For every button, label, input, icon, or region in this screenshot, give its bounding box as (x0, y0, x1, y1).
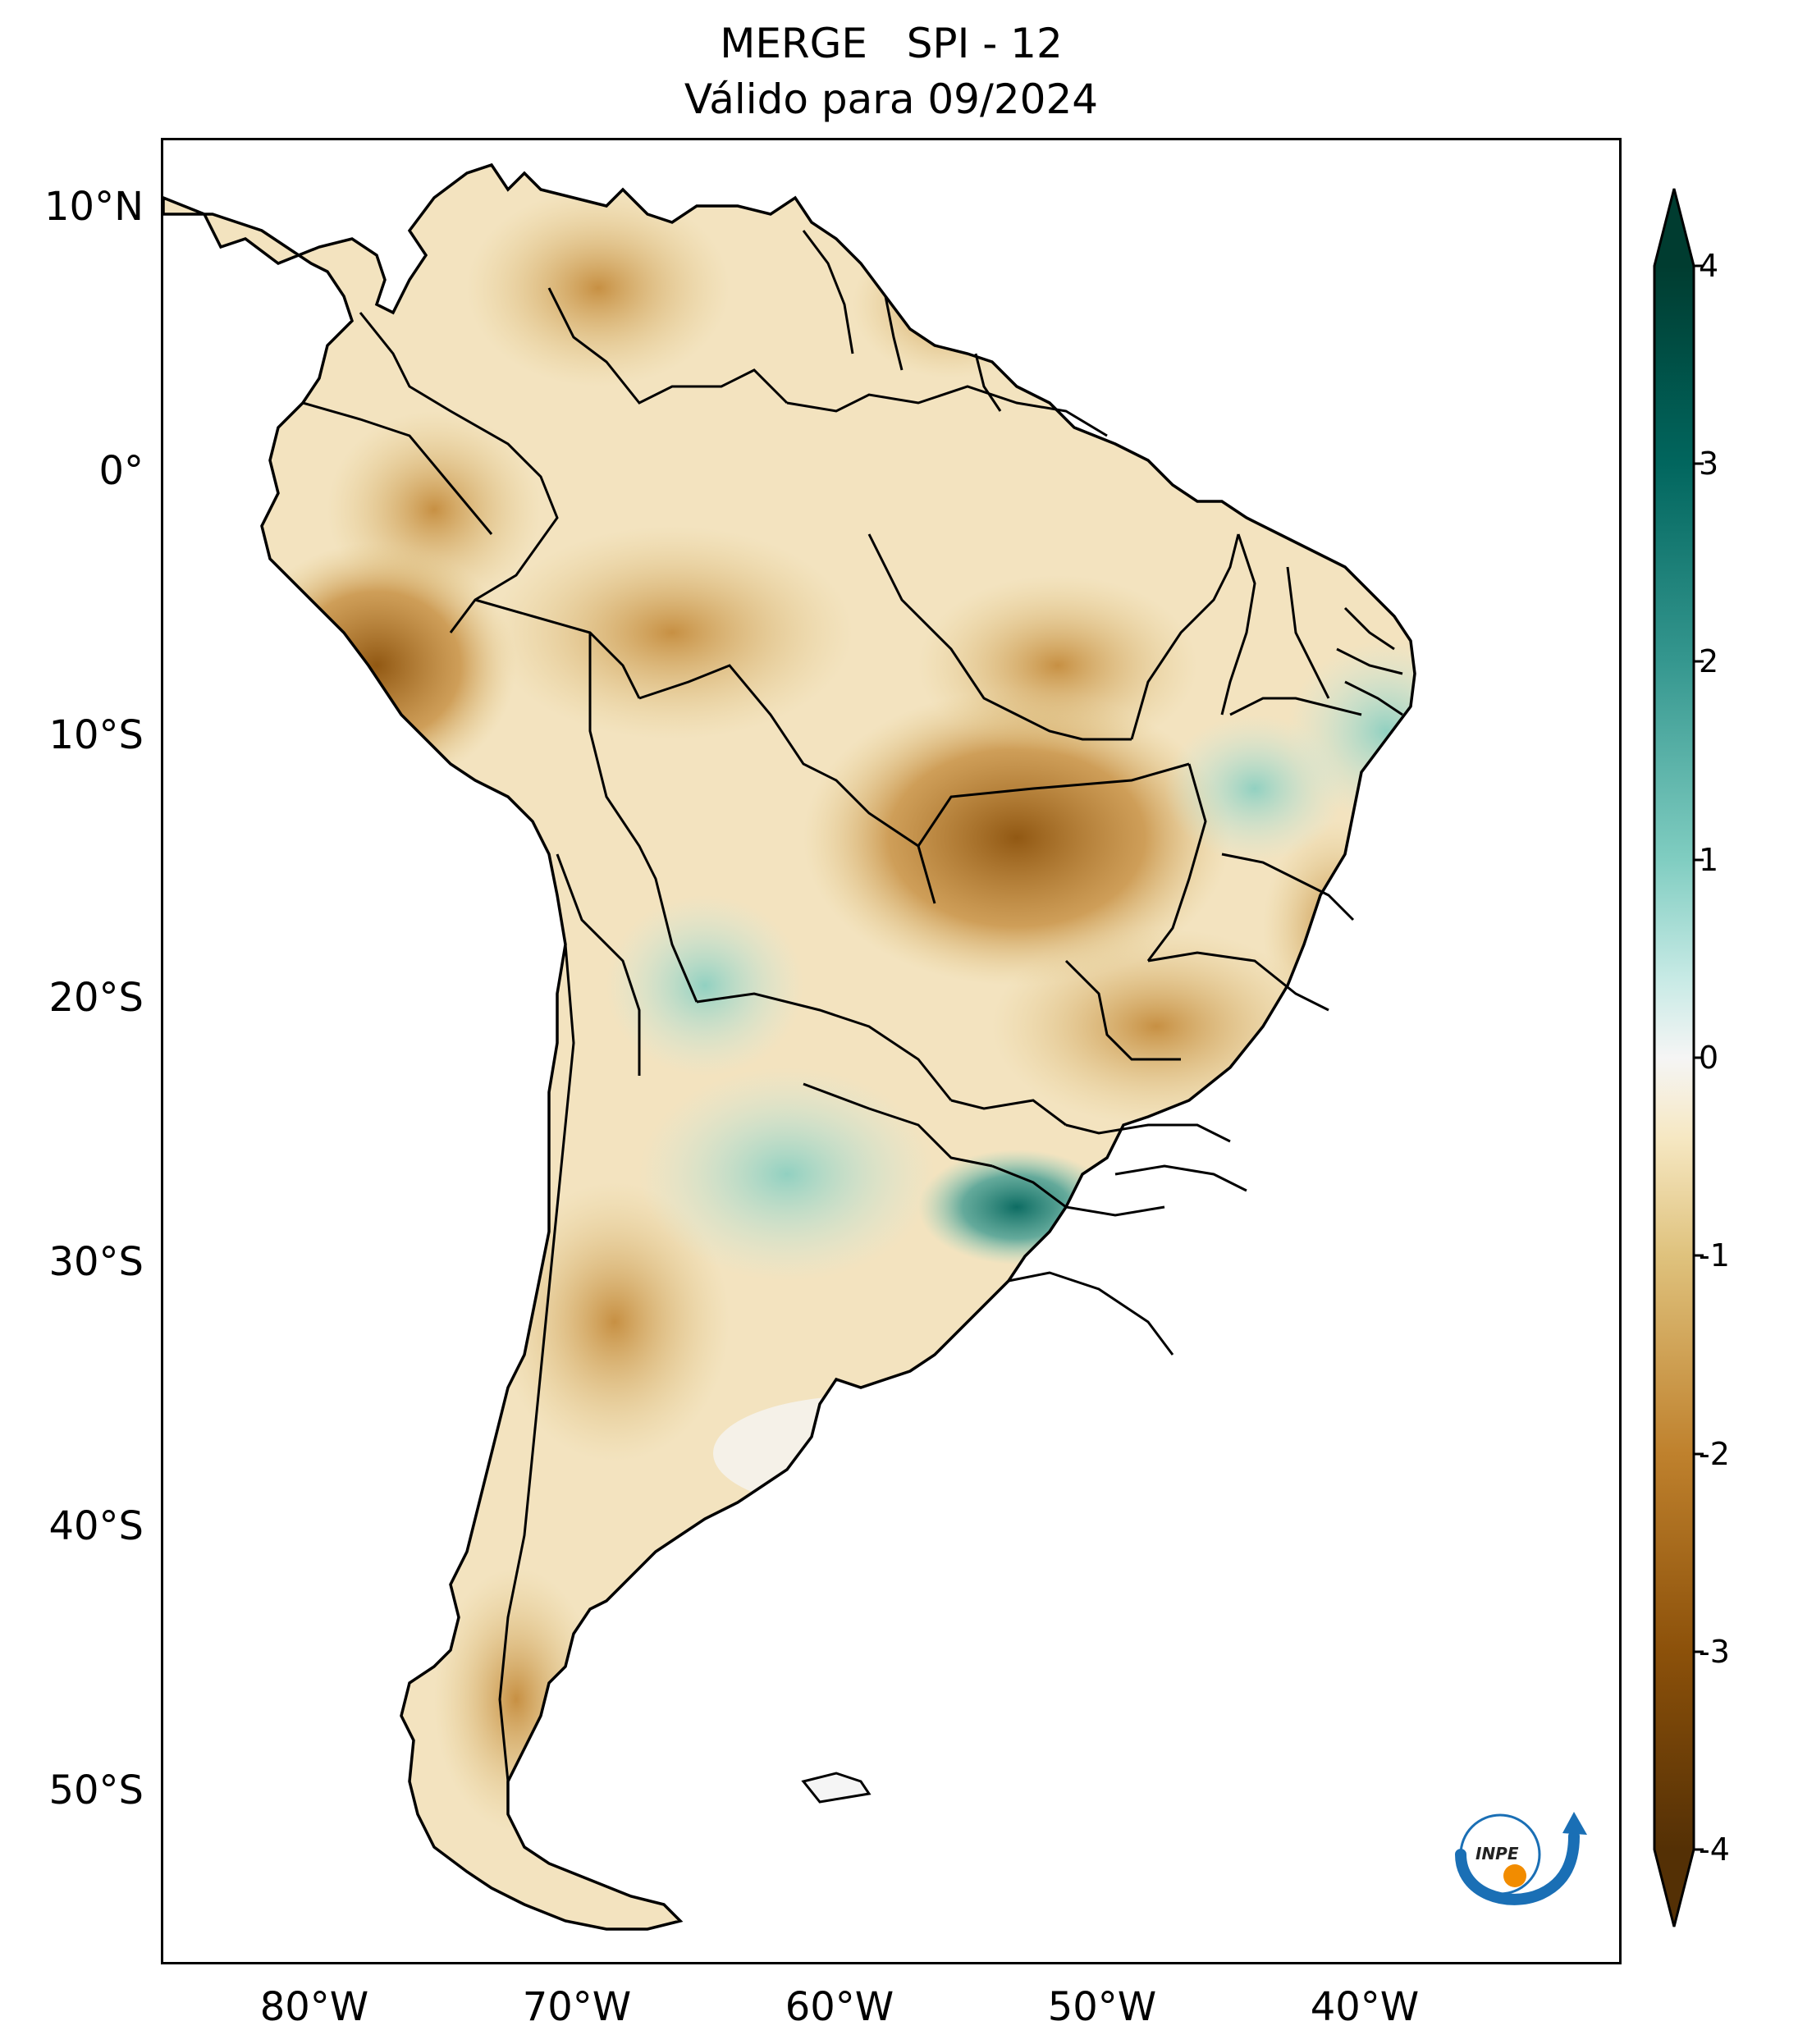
dry-region-peru (237, 542, 516, 789)
lat-label-10n: 10°N (44, 184, 144, 230)
inpe-logo: INPE (1455, 1812, 1587, 1905)
colorbar-extend-bottom (1654, 1850, 1694, 1927)
lon-label-80w: 80°W (259, 1984, 369, 2030)
falkland-islands (801, 1772, 872, 1804)
lat-label-30s: 30°S (48, 1239, 144, 1285)
wet-region-bahia (1164, 715, 1345, 862)
logo-text: INPE (1475, 1844, 1519, 1863)
lon-label-40w: 40°W (1310, 1984, 1420, 2030)
border-sao-paulo (1064, 959, 1181, 1061)
colorbar-label-4: 4 (1699, 248, 1719, 284)
colorbar-label-neg3: -3 (1699, 1634, 1730, 1670)
wet-region-south-patagonia (549, 1658, 746, 1839)
border-colombia-peru (359, 312, 559, 633)
colorbar-extend-top (1654, 189, 1694, 266)
colorbar-label-3: 3 (1699, 446, 1719, 482)
logo-arrow-head (1562, 1812, 1587, 1835)
border-bolivia-brazil (638, 664, 936, 904)
border-suriname (884, 295, 904, 371)
dry-region-amazonas (492, 526, 853, 739)
border-mato-grosso (917, 762, 1190, 847)
wet-region-north-argentina (639, 1068, 935, 1281)
dry-region-guianas (853, 231, 1050, 378)
border-paraguay-argentina (803, 1082, 993, 1168)
border-tocantins-goias (1146, 763, 1207, 962)
border-guyana (802, 230, 854, 354)
border-piaui (1220, 533, 1256, 716)
border-chile-bolivia (556, 853, 641, 1076)
dry-region-venezuela (467, 190, 730, 386)
lat-label-0: 0° (98, 448, 144, 494)
border-rio-grande-do-norte (1343, 606, 1395, 651)
border-amazonas-para (867, 533, 1132, 741)
spi-colorbar (1653, 188, 1704, 1927)
map-panel (161, 138, 1622, 1964)
border-para-maranhao (1130, 533, 1240, 740)
colorbar-gradient (1654, 266, 1694, 1850)
dry-region-central-argentina (500, 1182, 730, 1461)
map-title: MERGE SPI - 12 (720, 20, 1063, 67)
border-guianas-brazil (786, 385, 1108, 437)
south-america-map (163, 163, 1416, 1931)
lon-label-50w: 50°W (1047, 1984, 1157, 2030)
dry-region-para (918, 575, 1197, 756)
map-subtitle: Válido para 09/2024 (684, 75, 1099, 123)
lat-label-20s: 20°S (48, 975, 144, 1021)
neutral-region-pampas (713, 1396, 1009, 1511)
wet-region-misiones (918, 1150, 1115, 1264)
border-argentina-brazil (991, 1164, 1165, 1217)
border-paraguay-brazil (950, 1099, 1067, 1127)
border-santa-catarina (1114, 1164, 1247, 1192)
border-parana (1065, 1123, 1231, 1143)
border-bolivia-paraguay (696, 992, 953, 1101)
border-french-guiana (974, 353, 1002, 412)
border-bahia-south (1221, 853, 1355, 921)
logo-orange-dot (1503, 1864, 1526, 1887)
lon-label-70w: 70°W (522, 1984, 632, 2030)
wet-region-bolivia (606, 895, 803, 1076)
lat-label-40s: 40°S (48, 1503, 144, 1549)
border-bahia-north (1229, 697, 1362, 716)
border-pernambuco (1344, 680, 1403, 716)
lon-label-60w: 60°W (785, 1984, 894, 2030)
political-borders (302, 230, 1403, 1782)
colorbar-label-neg2: -2 (1699, 1436, 1730, 1472)
dry-region-patagonia (434, 1568, 598, 1831)
border-uruguay-brazil (1008, 1271, 1174, 1356)
lat-label-50s: 50°S (48, 1767, 144, 1813)
lat-label-10s: 10°S (48, 712, 144, 758)
colorbar-label-neg4: -4 (1699, 1831, 1730, 1868)
colorbar-label-1: 1 (1699, 842, 1719, 878)
logo-swoosh (1455, 1831, 1580, 1905)
border-peru-bolivia (588, 633, 698, 1003)
colorbar-label-2: 2 (1699, 643, 1719, 679)
colorbar-label-0: 0 (1699, 1040, 1719, 1076)
colorbar-ticks (1694, 264, 1704, 1851)
colorbar-label-neg1: -1 (1699, 1237, 1730, 1273)
border-paraiba (1336, 647, 1403, 675)
border-minas-gerais (1147, 951, 1329, 1012)
dry-region-mato-grosso (803, 690, 1230, 985)
border-chile-argentina (498, 944, 575, 1782)
border-ecuador (302, 401, 493, 535)
border-ceara (1286, 566, 1330, 699)
border-venezuela-brazil (547, 287, 789, 405)
